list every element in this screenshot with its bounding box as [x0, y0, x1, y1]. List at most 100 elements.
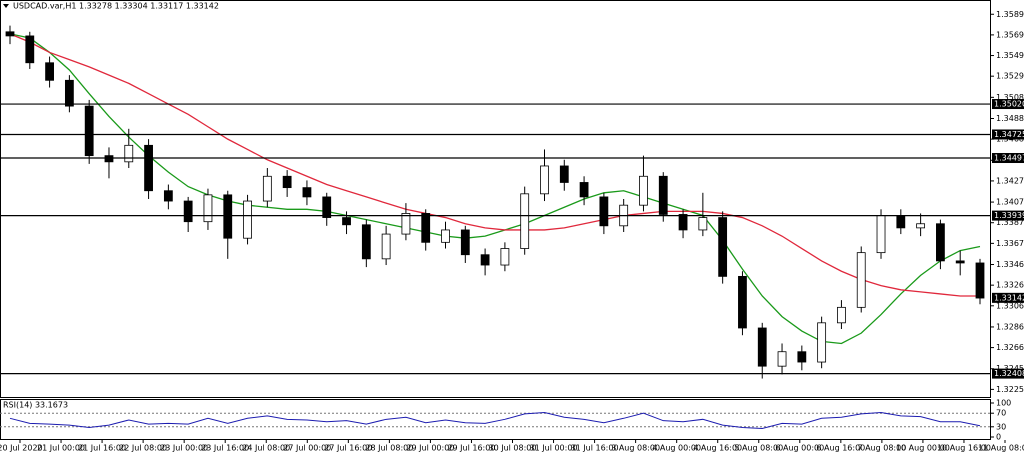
x-tick-label: 21 Jul 16:00 [78, 444, 126, 453]
candle-body [718, 217, 728, 277]
level-tag [992, 153, 1024, 164]
candle-body [104, 155, 114, 163]
x-tick-label: 27 Jul 16:00 [324, 444, 372, 453]
level-label: 1.33939 [994, 211, 1024, 220]
rsi-line [9, 412, 981, 430]
y-tick-label: 0 [996, 433, 1001, 442]
candle-body [322, 196, 332, 218]
candle-body [223, 194, 233, 239]
candle-body [856, 252, 866, 308]
chart-title: USDCAD.var,H1 1.33278 1.33304 1.33117 1.… [13, 2, 219, 11]
rsi-title: RSI(14) 33.1673 [3, 401, 68, 410]
candle-body [936, 223, 945, 262]
candle-body [757, 327, 767, 367]
y-tick-label: 1.32660 [996, 343, 1024, 352]
x-tick-label: 30 Jul 08:00 [489, 444, 537, 453]
candle-body [183, 200, 193, 223]
level-tag [992, 99, 1024, 110]
moving-average [9, 33, 980, 297]
y-tick-label: 1.35290 [996, 72, 1024, 81]
y-tick-label: 30 [996, 422, 1006, 431]
candle-body [678, 214, 688, 231]
x-tick-label: 6 Aug 00:00 [775, 444, 824, 453]
candle-body [955, 260, 965, 264]
candle-body [203, 194, 213, 223]
y-tick-label: 100 [996, 399, 1011, 408]
candle-body [896, 215, 906, 229]
x-tick-label: 7 Aug 08:00 [857, 444, 906, 453]
candle-body [84, 105, 94, 157]
level-label: 1.34497 [994, 154, 1024, 163]
y-tick-label: 1.35890 [996, 10, 1024, 19]
candle-body [421, 213, 431, 243]
x-tick-label: 21 Jul 00:00 [37, 444, 85, 453]
level-tag [992, 210, 1024, 221]
candle-body [540, 165, 549, 195]
candle-body [738, 275, 747, 329]
candle-body [916, 223, 926, 229]
moving-average [9, 33, 981, 345]
y-tick-label: 1.35490 [996, 51, 1024, 60]
candle-body [25, 35, 35, 64]
candle-body [282, 175, 292, 189]
x-tick-label: 6 Aug 16:00 [816, 444, 865, 453]
x-tick-label: 27 Jul 00:00 [283, 444, 331, 453]
candle-body [262, 175, 272, 202]
candle-body [124, 144, 134, 163]
x-tick-label: 20 Jul 2020 [0, 444, 43, 453]
candle-body [777, 351, 787, 367]
y-tick-label: 1.34880 [996, 114, 1024, 123]
x-tick-label: 23 Jul 16:00 [201, 444, 249, 453]
candle-body [480, 254, 490, 266]
candle-body [559, 165, 569, 183]
y-tick-label: 1.33465 [996, 260, 1024, 269]
candle-body [144, 144, 153, 192]
level-tag [992, 129, 1024, 140]
candle-body [817, 322, 827, 363]
x-tick-label: 31 Jul 00:00 [530, 444, 578, 453]
candle-body [797, 351, 807, 363]
rsi-panel [0, 399, 991, 440]
price-panel [0, 0, 991, 398]
candle-body [698, 217, 708, 231]
candle-body [401, 213, 411, 235]
candle-body [381, 233, 391, 260]
level-label: 1.32408 [994, 369, 1024, 378]
x-tick-label: 5 Aug 08:00 [734, 444, 783, 453]
candle-body [658, 175, 668, 215]
x-tick-label: 22 Jul 08:00 [119, 444, 167, 453]
y-tick-label: 70 [996, 409, 1006, 418]
candle-body [500, 248, 510, 266]
x-tick-label: 29 Jul 16:00 [447, 444, 495, 453]
x-tick-label: 23 Jul 00:00 [160, 444, 208, 453]
candle-body [5, 31, 15, 37]
y-tick-label: 1.33065 [996, 301, 1024, 310]
y-tick-label: 1.33670 [996, 239, 1024, 248]
candle-body [243, 200, 252, 239]
x-tick-label: 4 Aug 00:00 [652, 444, 701, 453]
y-tick-label: 1.35085 [996, 93, 1024, 102]
y-tick-label: 1.34070 [996, 198, 1024, 207]
last-price-tag [992, 292, 1024, 303]
y-tick-label: 1.32255 [996, 385, 1024, 394]
candle-body [361, 224, 371, 260]
x-tick-label: 10 Aug 00:00 [896, 444, 950, 453]
x-tick-label: 4 Aug 16:00 [693, 444, 742, 453]
level-label: 1.35020 [994, 100, 1024, 109]
candle-body [163, 190, 173, 202]
x-tick-label: 10 Aug 16:00 [937, 444, 991, 453]
y-tick-label: 1.32860 [996, 322, 1024, 331]
candle-body [302, 187, 312, 198]
candle-body [460, 229, 470, 256]
y-tick-label: 1.34275 [996, 176, 1024, 185]
candle-body [837, 306, 846, 324]
menu-arrow[interactable] [3, 4, 9, 8]
candle-body [64, 79, 74, 107]
y-tick-label: 1.33870 [996, 218, 1024, 227]
candle-body [876, 215, 886, 254]
candle-body [342, 217, 351, 226]
candle-body [975, 262, 985, 299]
candle-body [520, 193, 530, 249]
y-tick-label: 1.33265 [996, 281, 1024, 290]
